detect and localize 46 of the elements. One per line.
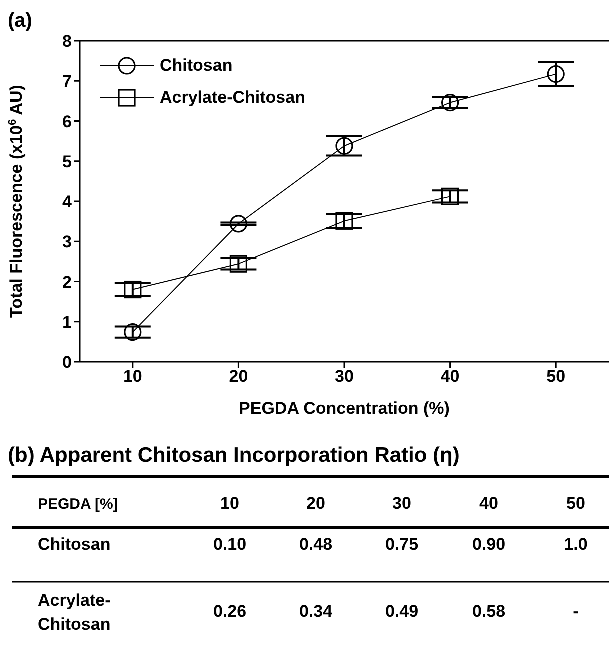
- x-tick-label: 30: [392, 494, 412, 513]
- y-tick-label: 1: [62, 312, 72, 332]
- chart-title: (a): [8, 10, 32, 33]
- data-label: 0.90: [472, 535, 506, 554]
- x-tick-label: 20: [306, 494, 326, 513]
- data-label: 1.0: [564, 535, 588, 554]
- y-tick-label: 3: [62, 232, 72, 252]
- data-label: 0.34: [299, 602, 334, 621]
- x-tick-label: 10: [220, 494, 240, 513]
- y-tick-label: 7: [62, 72, 72, 92]
- point: [230, 215, 248, 233]
- x-tick-label: 40: [480, 494, 498, 513]
- x-tick-label: 50: [566, 494, 586, 513]
- x-tick-label: 10: [123, 367, 142, 386]
- data-label: 0.75: [385, 535, 419, 554]
- chart-title: (b) Apparent Chitosan Incorporation Ratio (η): [8, 444, 460, 467]
- legend-label: Chitosan: [160, 56, 233, 76]
- y-tick-label: 5: [62, 152, 72, 172]
- data-label: 0.49: [385, 602, 419, 621]
- x-tick-label: 50: [546, 367, 566, 386]
- x-tick-label: 40: [440, 367, 460, 386]
- point: [442, 94, 460, 112]
- y-tick-label: 2: [62, 272, 72, 292]
- data-label: 0.10: [213, 535, 247, 554]
- point: [230, 255, 248, 273]
- point: [124, 324, 142, 342]
- point: [336, 212, 354, 230]
- data-label: 0.48: [299, 535, 333, 554]
- point: [442, 188, 460, 206]
- x-tick-label: 30: [335, 367, 354, 386]
- x-tick-label: 20: [229, 367, 248, 386]
- x-axis-title: PEGDA [%]: [38, 496, 118, 513]
- y-tick-label: Chitosan: [38, 535, 111, 554]
- y-tick-label: 4: [62, 192, 73, 212]
- data-label: 0.58: [472, 602, 506, 621]
- y-tick-label: Acrylate-Chitosan: [38, 591, 111, 634]
- text: -: [573, 602, 579, 621]
- x-axis-title: PEGDA Concentration (%): [239, 399, 450, 418]
- point: [336, 137, 354, 155]
- y-tick-label: 0: [62, 353, 72, 372]
- data-label: 0.26: [213, 602, 247, 621]
- y-tick-label: 8: [62, 32, 72, 52]
- point: [547, 66, 565, 84]
- y-tick-label: 6: [62, 112, 72, 132]
- legend-label: Acrylate-Chitosan: [160, 88, 306, 108]
- point: [124, 280, 142, 299]
